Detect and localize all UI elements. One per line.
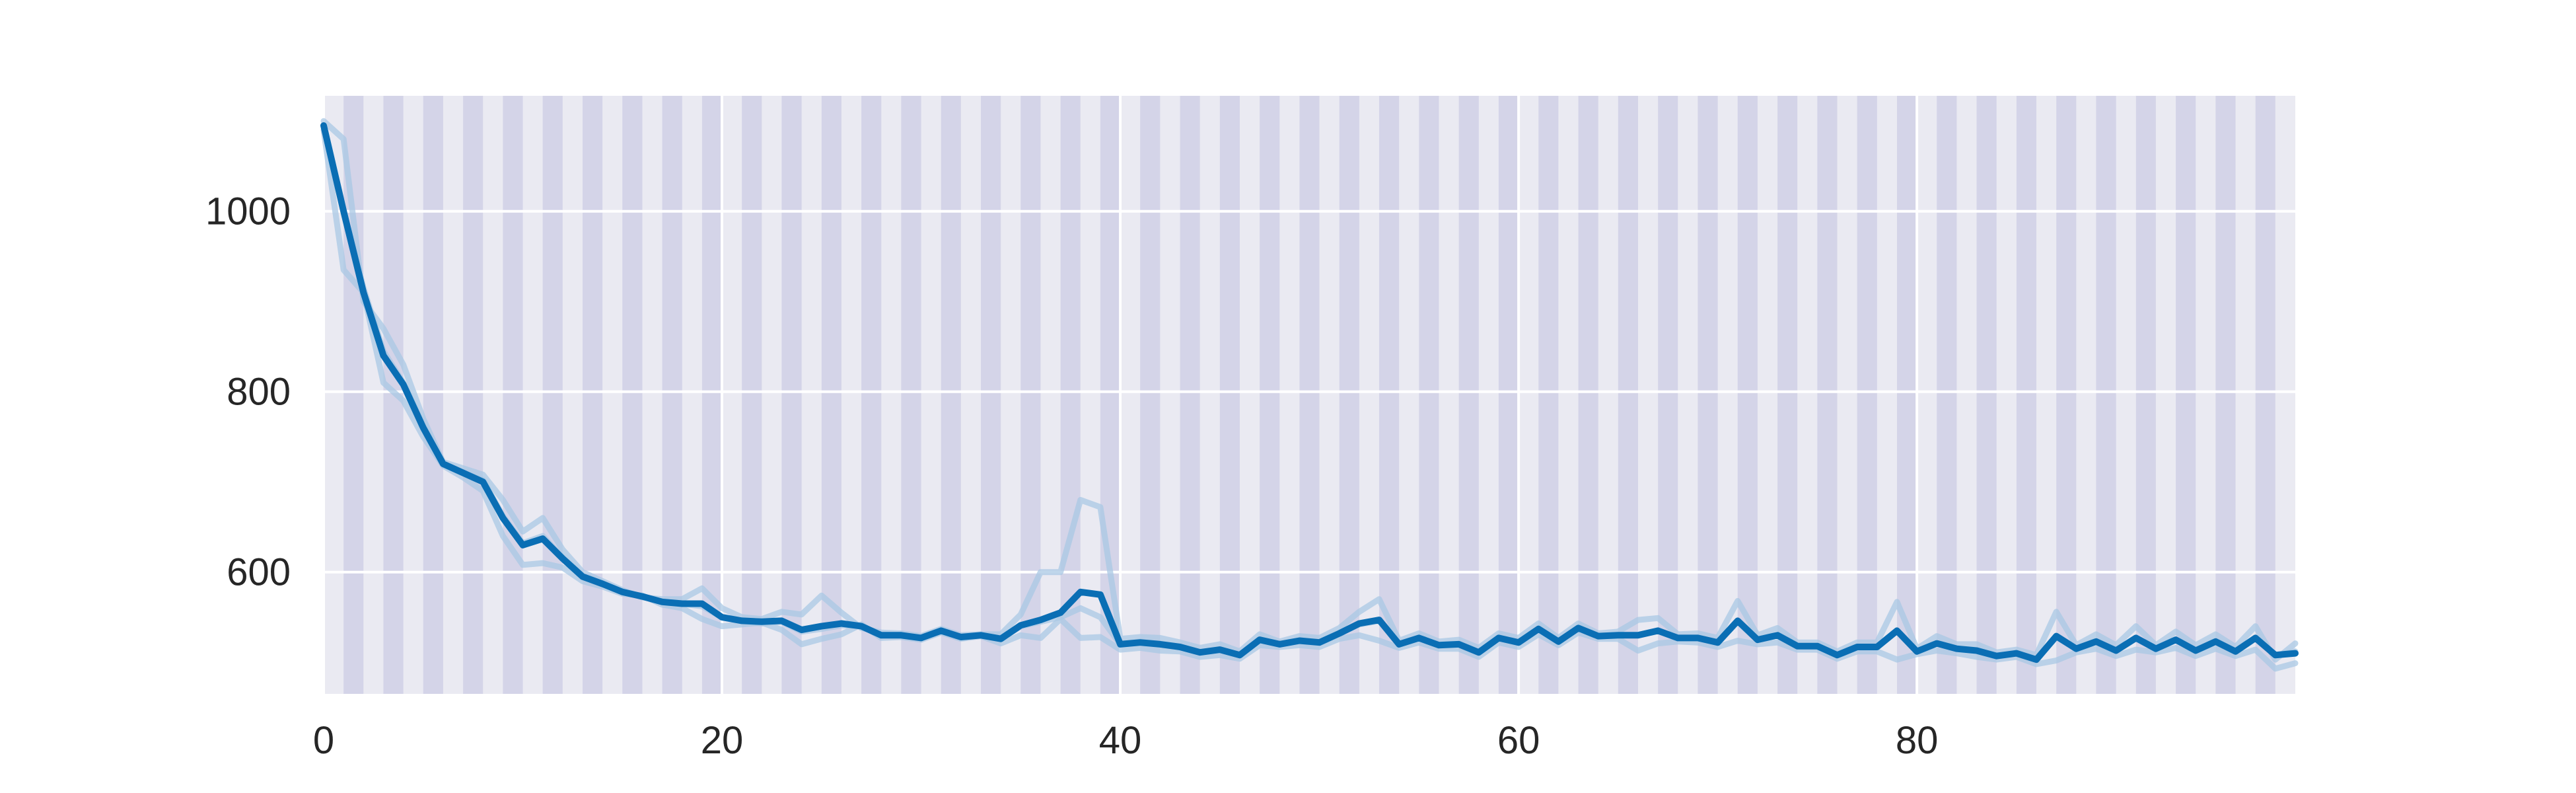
stripe-band-37 bbox=[1817, 96, 1838, 694]
series-layer bbox=[320, 118, 2299, 672]
y-axis-ticks: 600 800 1000 bbox=[205, 190, 291, 594]
stripe-band-39 bbox=[1896, 96, 1917, 694]
stripe-band-8 bbox=[662, 96, 682, 694]
stripe-band-12 bbox=[821, 96, 841, 694]
stripe-band-24 bbox=[1299, 96, 1320, 694]
stripe-band-35 bbox=[1737, 96, 1758, 694]
stripe-band-26 bbox=[1379, 96, 1400, 694]
stripe-band-21 bbox=[1180, 96, 1200, 694]
stripe-band-16 bbox=[981, 96, 1001, 694]
stripe-band-45 bbox=[2135, 96, 2156, 694]
stripe-band-41 bbox=[1976, 96, 1997, 694]
stripe-band-10 bbox=[742, 96, 762, 694]
grid-lines bbox=[322, 96, 2295, 694]
stripe-band-6 bbox=[582, 96, 603, 694]
stripe-band-14 bbox=[901, 96, 921, 694]
stripe-band-23 bbox=[1260, 96, 1280, 694]
stripe-band-44 bbox=[2096, 96, 2116, 694]
stripe-band-11 bbox=[781, 96, 802, 694]
stripe-band-27 bbox=[1419, 96, 1439, 694]
stripe-band-48 bbox=[2255, 96, 2275, 694]
stripe-band-20 bbox=[1140, 96, 1161, 694]
stripe-band-28 bbox=[1458, 96, 1479, 694]
stripe-band-33 bbox=[1658, 96, 1678, 694]
stripe-band-31 bbox=[1578, 96, 1598, 694]
x-tick-label: 0 bbox=[313, 719, 334, 762]
x-tick-label: 60 bbox=[1497, 719, 1540, 762]
stripe-bands bbox=[343, 96, 2275, 694]
stripe-band-47 bbox=[2215, 96, 2236, 694]
stripe-band-4 bbox=[503, 96, 523, 694]
stripe-band-7 bbox=[622, 96, 643, 694]
stripe-band-5 bbox=[542, 96, 563, 694]
y-tick-label: 600 bbox=[227, 551, 291, 594]
stripe-band-25 bbox=[1339, 96, 1359, 694]
y-tick-label: 800 bbox=[227, 371, 291, 414]
stripe-band-13 bbox=[861, 96, 882, 694]
x-axis-ticks: 0 20 40 60 80 bbox=[313, 719, 1939, 762]
stripe-band-30 bbox=[1538, 96, 1559, 694]
y-tick-label: 1000 bbox=[205, 190, 291, 233]
stripe-band-40 bbox=[1937, 96, 1957, 694]
x-tick-label: 20 bbox=[701, 719, 744, 762]
stripe-band-2 bbox=[423, 96, 443, 694]
mean-line bbox=[320, 122, 2299, 663]
stripe-band-32 bbox=[1618, 96, 1638, 694]
stripe-band-34 bbox=[1698, 96, 1718, 694]
x-tick-label: 80 bbox=[1896, 719, 1939, 762]
x-tick-label: 40 bbox=[1099, 719, 1142, 762]
stripe-band-3 bbox=[463, 96, 483, 694]
stripe-band-43 bbox=[2056, 96, 2077, 694]
stripe-band-29 bbox=[1498, 96, 1519, 694]
stripe-band-42 bbox=[2016, 96, 2037, 694]
stripe-band-36 bbox=[1777, 96, 1798, 694]
stripe-band-22 bbox=[1219, 96, 1240, 694]
stripe-band-0 bbox=[343, 96, 364, 694]
stripe-band-15 bbox=[941, 96, 961, 694]
stripe-band-46 bbox=[2176, 96, 2196, 694]
stripe-band-38 bbox=[1857, 96, 1877, 694]
